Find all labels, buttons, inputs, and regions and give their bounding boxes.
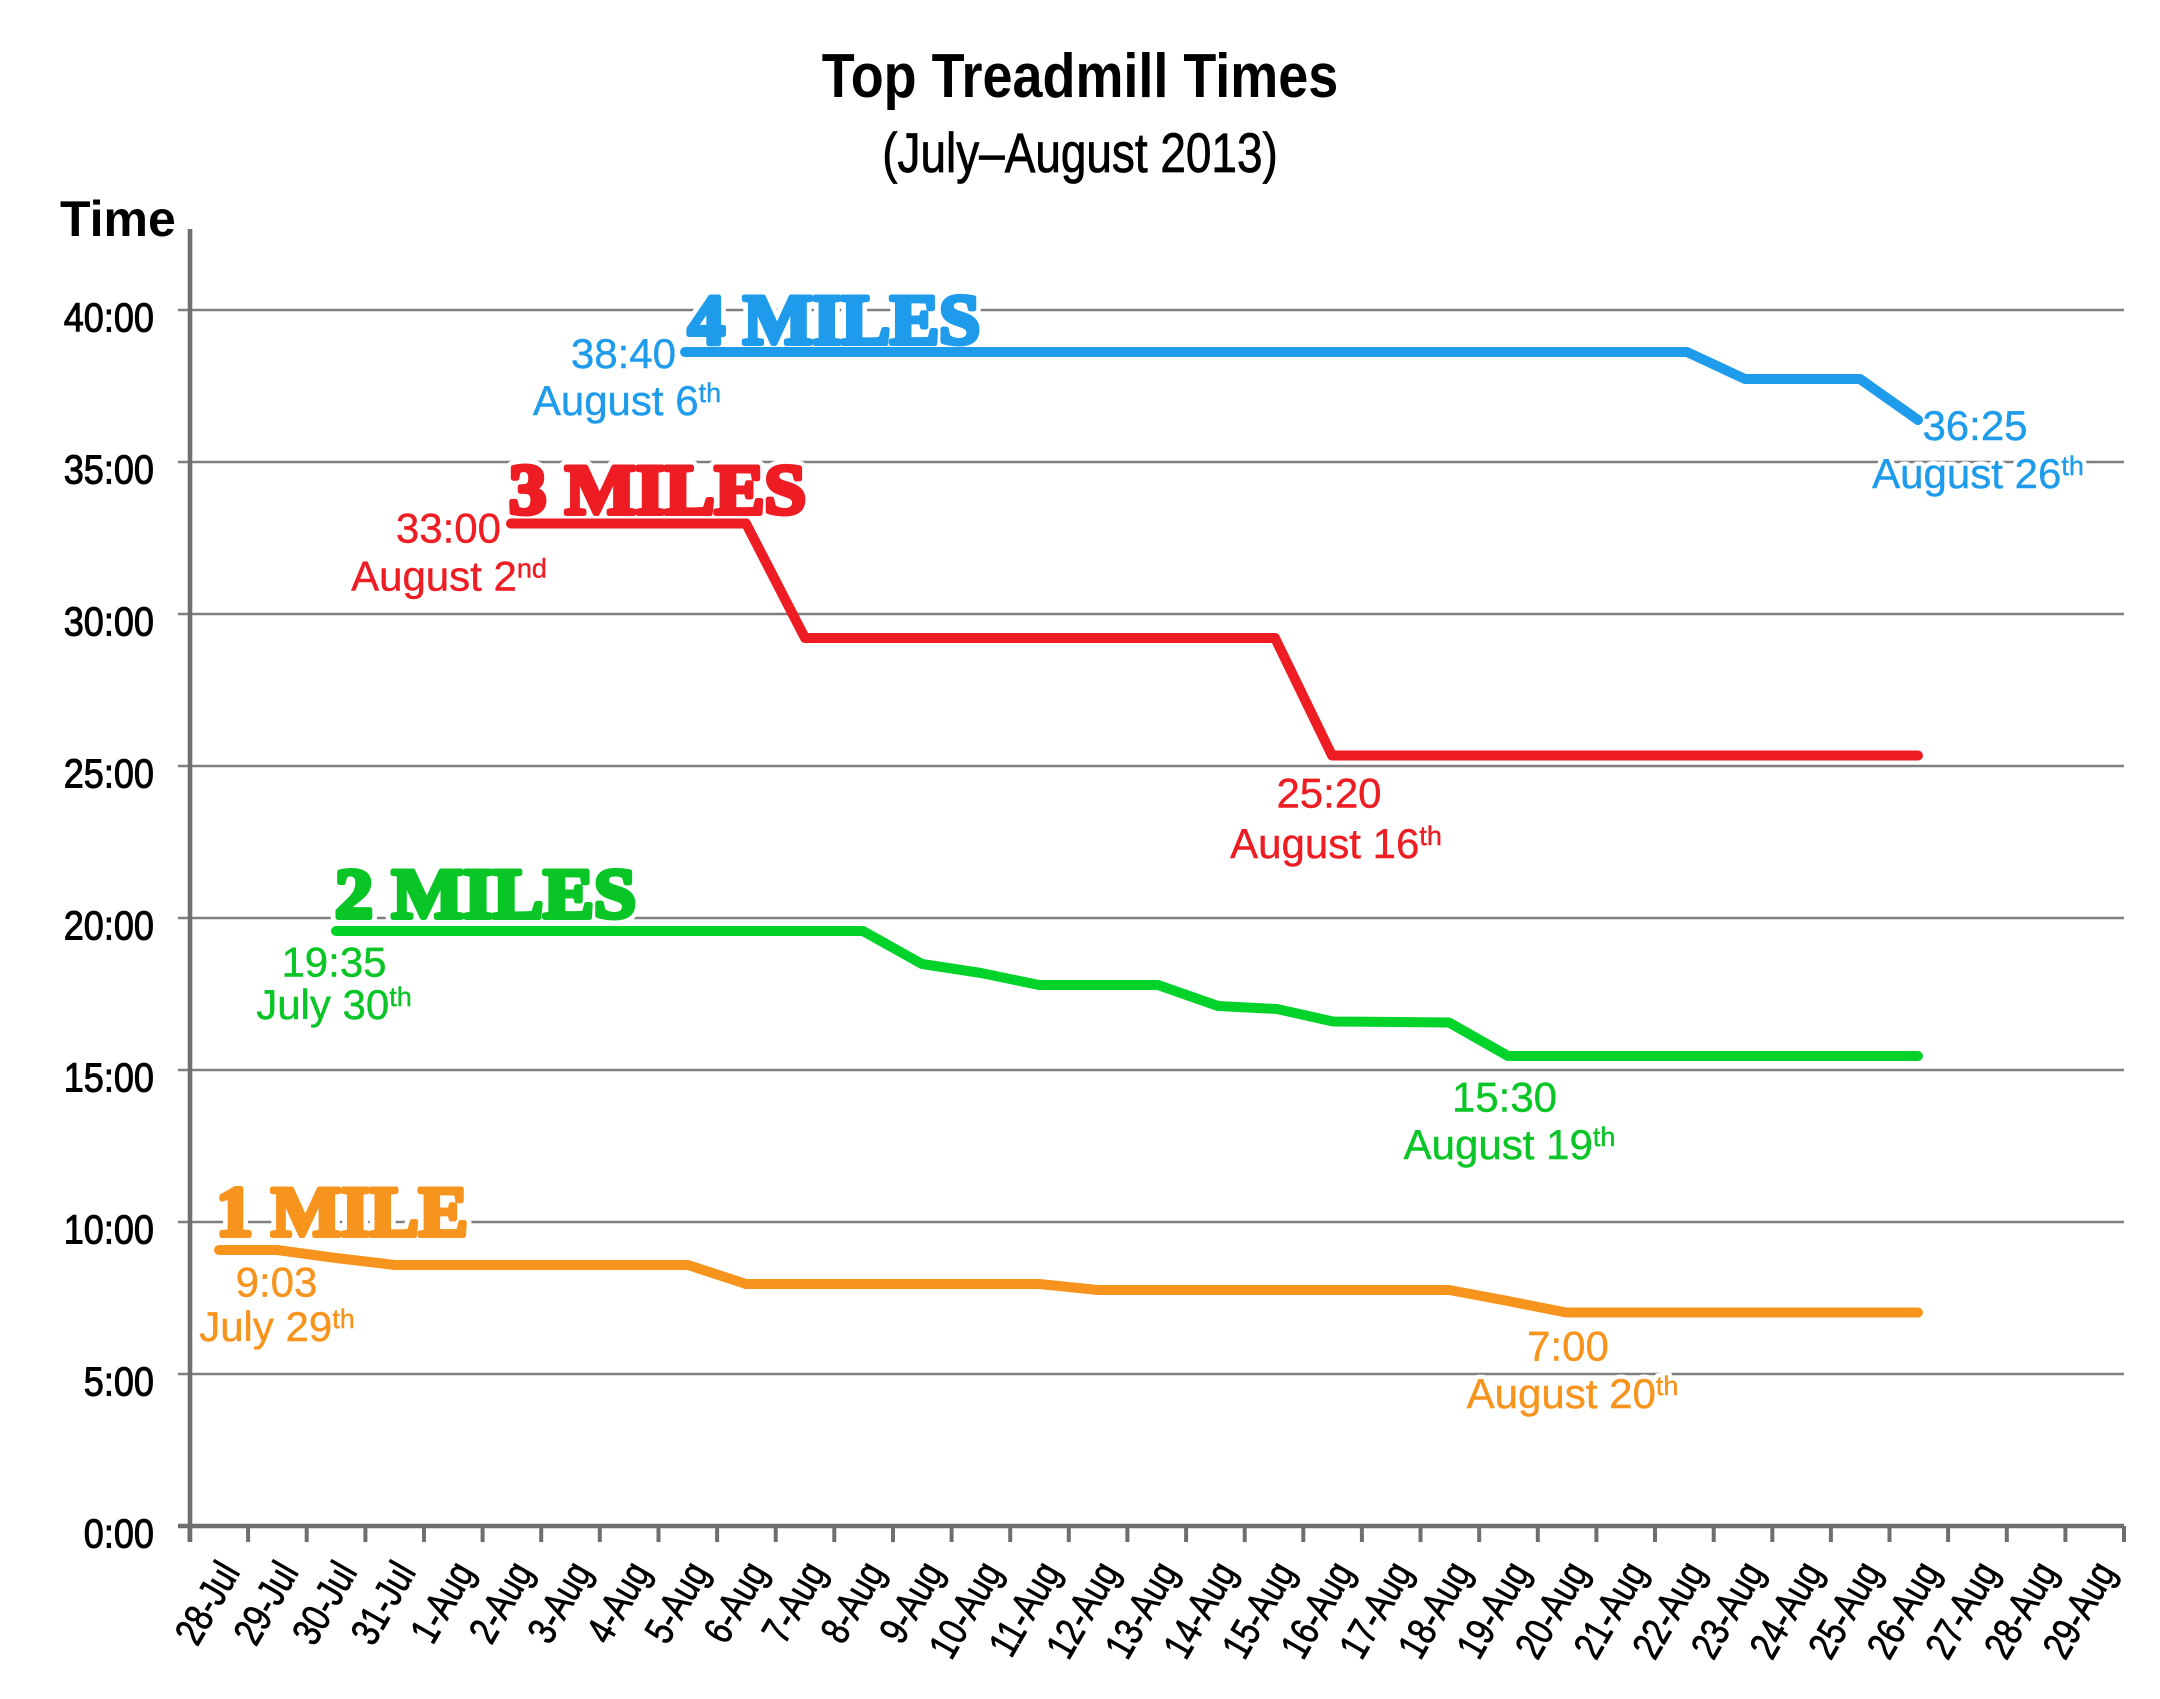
svg-text:25:20: 25:20 (1276, 770, 1381, 817)
svg-text:40:00: 40:00 (64, 295, 154, 341)
svg-text:August 2nd: August 2nd (351, 553, 547, 600)
svg-text:35:00: 35:00 (64, 447, 154, 493)
svg-text:4 MILES: 4 MILES (688, 282, 980, 360)
svg-text:0:00: 0:00 (84, 1511, 154, 1557)
svg-text:15:00: 15:00 (64, 1055, 154, 1101)
svg-text:Time: Time (60, 191, 176, 247)
svg-text:August 20th: August 20th (1467, 1370, 1679, 1417)
svg-text:August 26th: August 26th (1872, 450, 2084, 497)
svg-text:15:30: 15:30 (1452, 1074, 1557, 1121)
svg-text:33:00: 33:00 (396, 505, 501, 552)
svg-text:August 19th: August 19th (1404, 1121, 1616, 1168)
svg-text:Top Treadmill Times: Top Treadmill Times (822, 42, 1338, 111)
svg-text:July 29th: July 29th (199, 1303, 355, 1350)
svg-text:July 30th: July 30th (256, 981, 412, 1028)
svg-text:19:35: 19:35 (281, 939, 386, 986)
svg-text:July 29th: July 29th (199, 1303, 355, 1350)
svg-text:20:00: 20:00 (64, 903, 154, 949)
svg-text:3 MILES: 3 MILES (509, 452, 806, 530)
svg-text:1 MILE: 1 MILE (216, 1174, 468, 1252)
svg-text:August 20th: August 20th (1467, 1370, 1679, 1417)
svg-text:30:00: 30:00 (64, 599, 154, 645)
svg-text:August 16th: August 16th (1230, 820, 1442, 867)
svg-text:38:40: 38:40 (571, 330, 676, 377)
svg-text:38:40: 38:40 (571, 330, 676, 377)
svg-text:15:30: 15:30 (1452, 1074, 1557, 1121)
svg-text:1 MILE: 1 MILE (216, 1174, 468, 1252)
svg-text:August 6th: August 6th (533, 377, 721, 424)
svg-text:7:00: 7:00 (1527, 1323, 1609, 1370)
svg-text:33:00: 33:00 (396, 505, 501, 552)
svg-text:2 MILES: 2 MILES (335, 856, 636, 934)
svg-text:5:00: 5:00 (84, 1359, 154, 1405)
svg-text:August 16th: August 16th (1230, 820, 1442, 867)
svg-text:August 6th: August 6th (533, 377, 721, 424)
svg-text:10:00: 10:00 (64, 1207, 154, 1253)
svg-text:36:25: 36:25 (1922, 402, 2027, 449)
svg-text:9:03: 9:03 (236, 1259, 318, 1306)
svg-text:7:00: 7:00 (1527, 1323, 1609, 1370)
svg-text:9:03: 9:03 (236, 1259, 318, 1306)
svg-text:36:25: 36:25 (1922, 402, 2027, 449)
svg-text:August 26th: August 26th (1872, 450, 2084, 497)
svg-text:(July–August 2013): (July–August 2013) (882, 122, 1277, 184)
svg-text:19:35: 19:35 (281, 939, 386, 986)
svg-text:August 19th: August 19th (1404, 1121, 1616, 1168)
svg-text:July 30th: July 30th (256, 981, 412, 1028)
svg-text:2 MILES: 2 MILES (335, 856, 636, 934)
svg-text:25:00: 25:00 (64, 751, 154, 797)
svg-text:25:20: 25:20 (1276, 770, 1381, 817)
